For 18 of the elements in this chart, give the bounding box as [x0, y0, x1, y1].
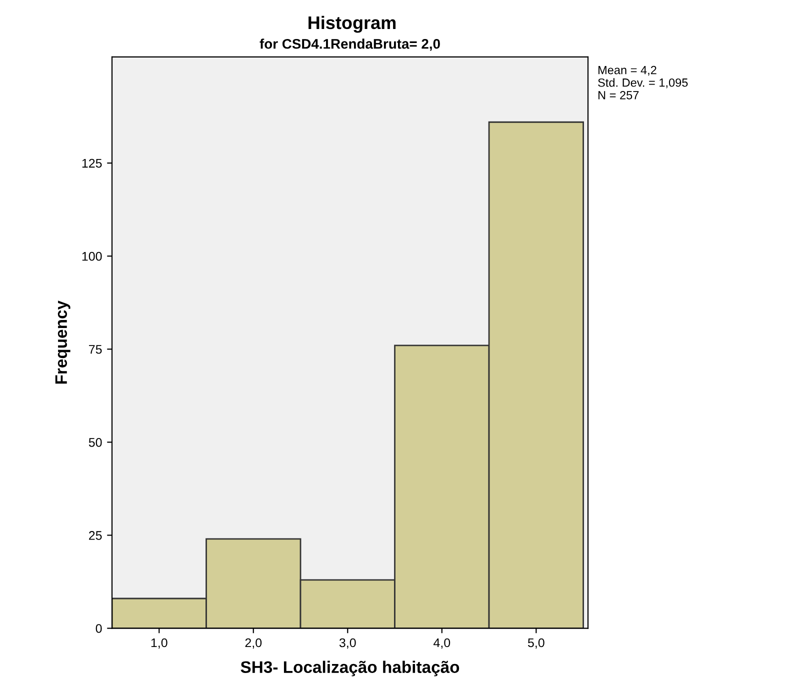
x-tick-label: 4,0: [434, 638, 450, 649]
y-tick-label: 50: [88, 438, 102, 447]
x-axis-title: SH3- Localização habitação: [240, 660, 460, 676]
chart-subtitle: for CSD4.1RendaBruta= 2,0: [260, 38, 440, 51]
chart-title: Histogram: [308, 16, 396, 33]
text: Mean = 4,2: [598, 66, 656, 76]
y-tick-label: 125: [82, 158, 102, 168]
y-axis-title: Frequency: [55, 300, 70, 384]
text: N = 257: [598, 91, 639, 100]
x-tick-label: 5,0: [528, 638, 544, 649]
x-tick-label: 3,0: [339, 638, 356, 649]
text: Std. Dev. = 1,095: [598, 78, 688, 88]
y-tick-label: 0: [96, 624, 102, 633]
y-tick-label: 25: [89, 531, 102, 540]
x-tick-label: 2,0: [245, 638, 262, 649]
y-tick-label: 100: [82, 252, 102, 261]
x-tick-label: 1,0: [151, 638, 168, 649]
y-tick-label: 75: [89, 345, 102, 354]
